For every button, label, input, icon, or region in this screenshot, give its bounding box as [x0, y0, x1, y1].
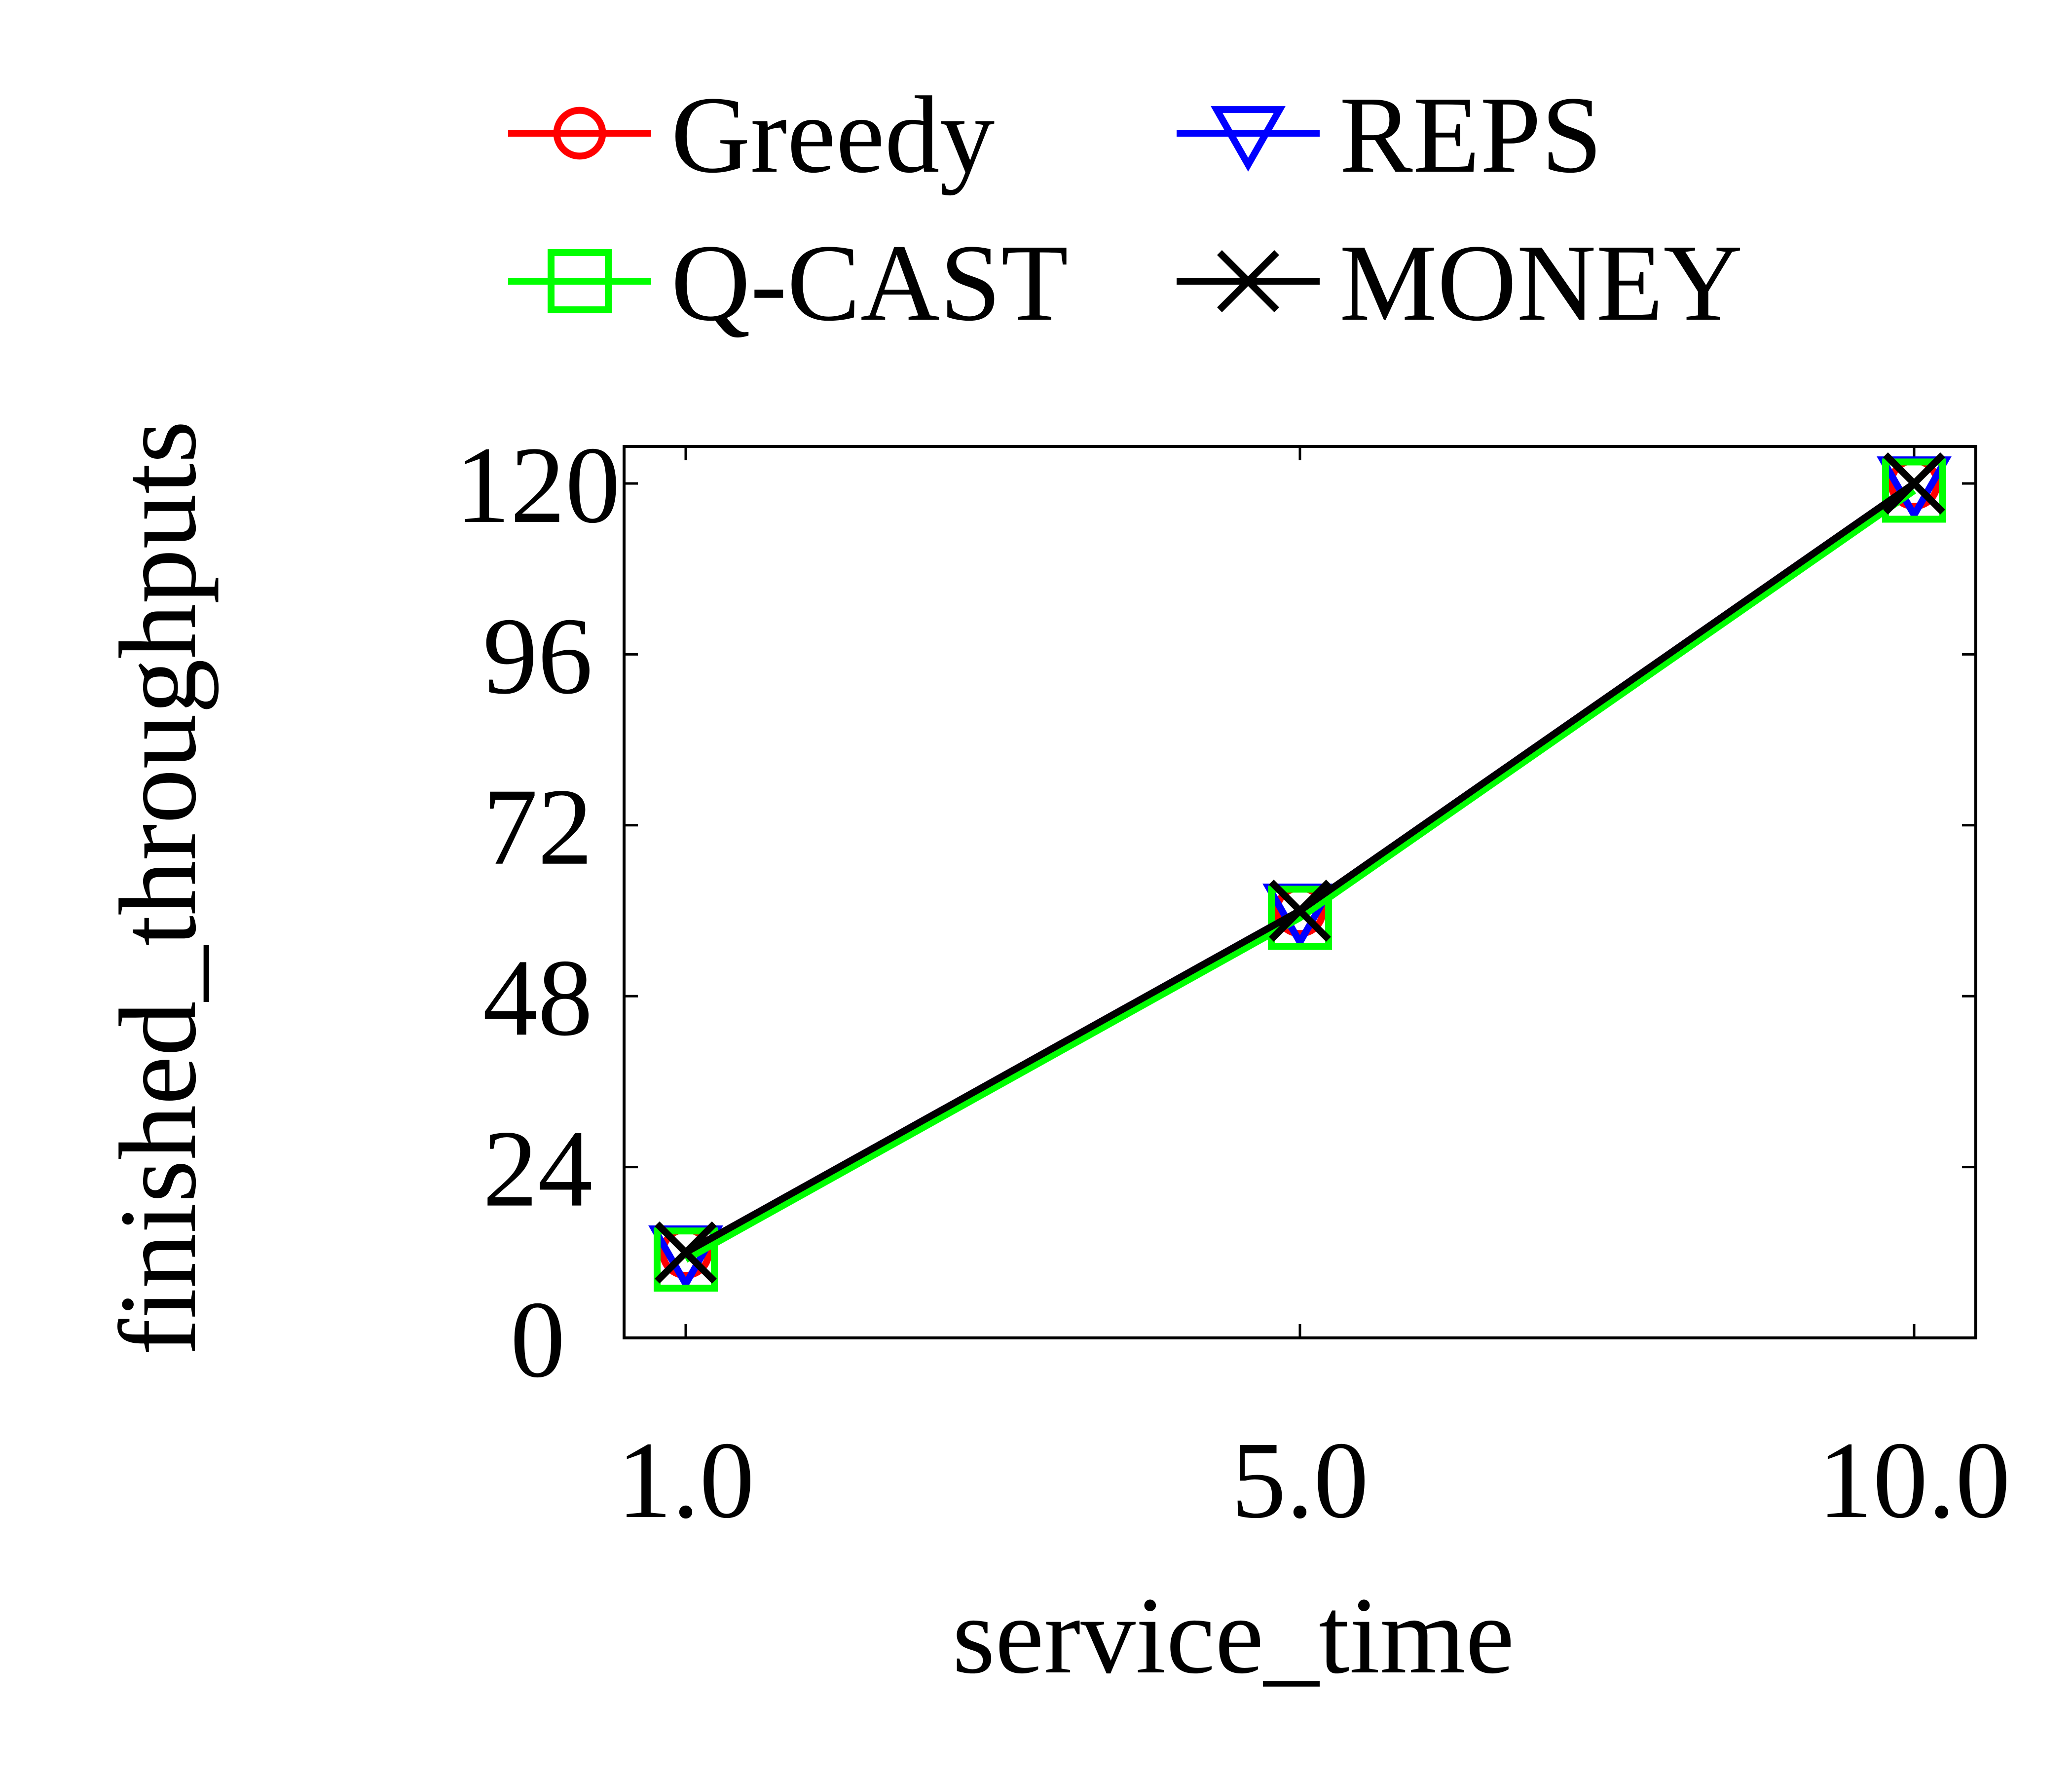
legend-entry-money: MONEY [1177, 222, 1743, 344]
y-tick-label-120: 120 [455, 424, 621, 546]
y-tick-label-0: 0 [510, 1279, 565, 1401]
legend-marker-reps [1211, 106, 1286, 172]
x-tick-label-0: 1.0 [617, 1419, 755, 1541]
x-tick-label-2: 10.0 [1818, 1419, 2010, 1541]
legend-entry-greedy: Greedy [508, 74, 995, 196]
legend-label-reps: REPS [1339, 74, 1602, 196]
point-money-2 [1883, 452, 1945, 515]
legend-marker-greedy [553, 107, 606, 160]
series-line-money [684, 481, 1916, 1256]
series-line-q-cast [684, 487, 1916, 1263]
point-q-cast-1 [1268, 886, 1332, 950]
series-line-reps [684, 481, 1916, 1256]
y-tick-label-72: 72 [483, 766, 593, 888]
legend-marker-q-cast [548, 249, 612, 313]
legend-label-q-cast: Q-CAST [671, 222, 1068, 344]
legend-marker-money [1217, 250, 1279, 312]
series-q-cast [654, 458, 1946, 1292]
y-axis-label: finished_throughputs [97, 420, 219, 1355]
point-money-1 [1269, 880, 1331, 942]
series-greedy [659, 457, 1941, 1279]
point-money-0 [655, 1221, 717, 1284]
series-line-greedy [684, 481, 1916, 1256]
legend-label-greedy: Greedy [671, 74, 995, 196]
legend: Greedy REPS Q-CAST MONEY [508, 74, 1743, 344]
y-tick-label-48: 48 [483, 937, 593, 1059]
series-layer [648, 452, 1952, 1292]
point-money-1-stroke-b [1269, 880, 1331, 942]
y-tick-label-96: 96 [483, 595, 593, 717]
point-money-0-stroke-b [655, 1221, 717, 1284]
legend-entry-reps: REPS [1177, 74, 1602, 196]
point-q-cast-0 [654, 1227, 718, 1292]
axis-ticks: 0 24 48 72 96 120 1.0 5.0 10.0 [455, 424, 2010, 1541]
x-tick-label-1: 5.0 [1231, 1419, 1369, 1541]
legend-entry-q-cast: Q-CAST [508, 222, 1068, 344]
y-tick-label-24: 24 [483, 1108, 593, 1230]
point-q-cast-2 [1882, 458, 1946, 523]
x-axis-label: service_time [952, 1575, 1514, 1697]
legend-label-money: MONEY [1339, 222, 1743, 344]
point-money-2-stroke-b [1883, 452, 1945, 515]
legend-marker-money-stroke-b [1217, 250, 1279, 312]
series-money [655, 452, 1945, 1284]
